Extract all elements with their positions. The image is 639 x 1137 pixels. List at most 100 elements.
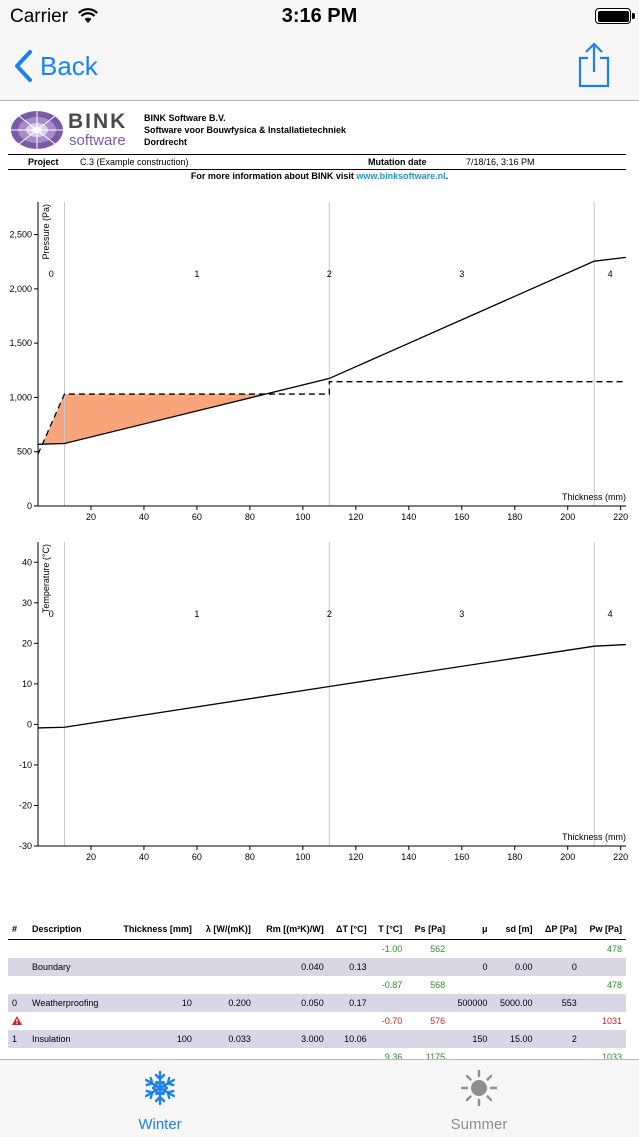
cell-lambda: 0.033 [195, 1030, 255, 1048]
x-tick-label: 80 [245, 852, 255, 862]
layer-table: # Description Thickness [mm] λ [W/(mK)] … [8, 919, 626, 1059]
company-info: BINK Software B.V. Software voor Bouwfys… [144, 112, 346, 148]
cell-t: -0.70 [381, 1016, 403, 1026]
x-tick-label: 160 [454, 852, 469, 862]
layer-label: 4 [608, 269, 613, 279]
cell-desc [28, 940, 111, 959]
project-label: Project [28, 157, 59, 167]
cell-pw [580, 1030, 626, 1048]
y-tick-label: 0 [27, 719, 32, 729]
company-tagline: Software voor Bouwfysica & Installatiete… [144, 125, 347, 135]
table-header-row: # Description Thickness [mm] λ [W/(mK)] … [8, 919, 626, 940]
website-link[interactable]: www.binksoftware.nl [356, 171, 446, 181]
col-delta-p: ΔP [Pa] [536, 919, 581, 940]
cell-desc [28, 1012, 111, 1030]
cell-rm [255, 1012, 328, 1030]
col-rm: Rm [(m²K)/W] [254, 919, 328, 940]
y-axis-label: Pressure (Pa) [41, 204, 51, 260]
vapour-pressure-line [37, 381, 626, 455]
cell-t [370, 994, 407, 1012]
x-tick-label: 100 [295, 852, 310, 862]
cell-sd: 5000.00 [491, 994, 537, 1012]
cell-dt: 0.17 [327, 994, 371, 1012]
layer-label: 1 [194, 609, 199, 619]
cell-sd [491, 976, 536, 994]
x-axis-label: Thickness (mm) [562, 492, 626, 502]
y-tick-label: 20 [22, 638, 32, 648]
y-tick-label: 500 [17, 447, 32, 457]
layer-label: 0 [49, 269, 54, 279]
cell-t [370, 958, 407, 976]
table-row-interface: 9.36 1175 1033 [8, 1048, 626, 1059]
carrier-label: Carrier [10, 6, 69, 27]
x-tick-label: 180 [507, 852, 522, 862]
cell-pw [580, 958, 626, 976]
cell-pw: 478 [606, 980, 622, 990]
y-tick-label: 10 [22, 679, 32, 689]
logo-text-bottom: software [69, 132, 126, 149]
y-tick-label: -20 [19, 800, 32, 810]
x-tick-label: 200 [560, 512, 575, 522]
col-t: T [°C] [370, 919, 407, 940]
more-info-line: For more information about BINK visit ww… [0, 171, 639, 181]
cell-thick [111, 940, 196, 959]
table-row-interface: -0.70 576 1031 [8, 1012, 626, 1030]
cell-dp: 2 [536, 1030, 581, 1048]
x-tick-label: 20 [86, 852, 96, 862]
tab-winter[interactable]: Winter [0, 1060, 320, 1137]
cell-rm: 3.000 [254, 1030, 328, 1048]
clock: 3:16 PM [281, 5, 358, 27]
layer-label: 4 [608, 609, 613, 619]
more-info-end: . [445, 171, 449, 181]
cell-dp: 0 [536, 958, 581, 976]
cell-num [8, 976, 28, 994]
cell-num: 0 [8, 994, 29, 1012]
y-tick-label: 30 [22, 598, 32, 608]
cell-sd [491, 940, 536, 959]
x-tick-label: 220 [613, 512, 628, 522]
cell-rm: 0.050 [254, 994, 328, 1012]
project-info-row: Project C.3 (Example construction) Mutat… [8, 154, 626, 170]
cell-num [8, 940, 28, 959]
cell-num: 1 [8, 1030, 29, 1048]
back-button[interactable]: Back [14, 46, 98, 86]
saturation-pressure-line [37, 256, 627, 445]
cell-ps [406, 994, 450, 1012]
table-row-interface: -1.00 562 478 [8, 940, 626, 959]
y-tick-label: -10 [19, 760, 32, 770]
tab-summer[interactable]: Summer [319, 1060, 639, 1137]
back-label: Back [40, 50, 98, 81]
report-document[interactable]: BINK software BINK Software B.V. Softwar… [0, 101, 639, 1059]
cell-t: 9.36 [384, 1052, 403, 1059]
snowflake-icon [142, 1070, 178, 1106]
x-tick-label: 160 [454, 512, 469, 522]
layer-label: 2 [327, 269, 332, 279]
cell-thick [111, 1012, 196, 1030]
cell-ps: 1175 [425, 1052, 446, 1059]
y-tick-label: 2,000 [9, 284, 32, 294]
cell-mu [449, 1012, 491, 1030]
share-icon[interactable] [577, 42, 611, 88]
cell-rm [255, 976, 328, 994]
cell-dt: 0.13 [327, 958, 371, 976]
tab-summer-label: Summer [450, 1116, 508, 1133]
layer-label: 1 [194, 269, 199, 279]
x-tick-label: 220 [613, 852, 628, 862]
cell-dp [537, 1048, 581, 1059]
cell-desc: Boundary [28, 958, 111, 976]
cell-ps: 568 [430, 980, 446, 990]
col-pw: Pw [Pa] [580, 919, 626, 940]
col-mu: μ [449, 919, 492, 940]
cell-desc: Insulation [28, 1030, 111, 1048]
cell-ps [406, 958, 450, 976]
y-tick-label: 2,500 [9, 230, 32, 240]
cell-pw [580, 994, 626, 1012]
cell-t: -0.87 [381, 980, 403, 990]
cell-mu [449, 1048, 491, 1059]
cell-thick: 10 [110, 994, 196, 1012]
cell-rm [255, 940, 328, 959]
cell-lambda [196, 940, 255, 959]
cell-mu [449, 976, 491, 994]
x-tick-label: 20 [86, 512, 96, 522]
